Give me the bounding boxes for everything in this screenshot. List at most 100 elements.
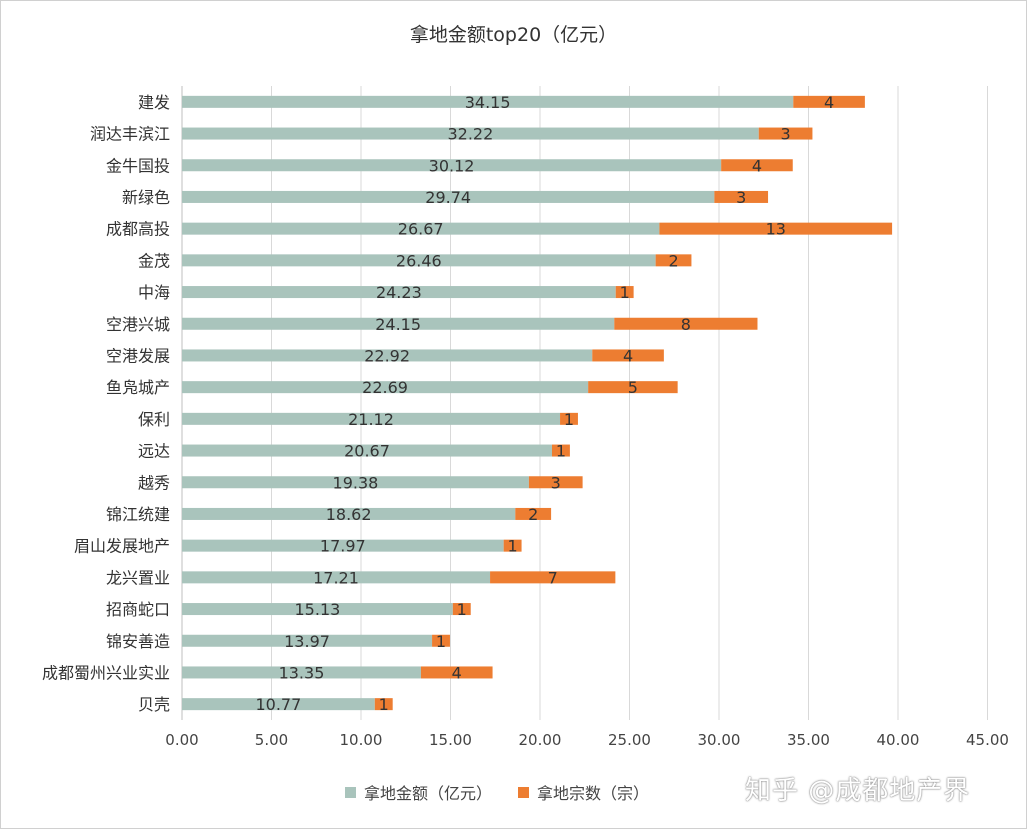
data-label-amount: 24.15 — [375, 315, 421, 334]
category-label: 龙兴置业 — [106, 568, 170, 587]
bar-count — [560, 412, 578, 425]
category-label: 空港兴城 — [106, 315, 170, 334]
data-label-count: 8 — [681, 315, 691, 334]
bar-amount — [182, 254, 656, 267]
bar-count — [714, 190, 769, 203]
bar-count — [615, 286, 634, 299]
bar-amount — [182, 381, 589, 394]
bar-amount — [182, 286, 616, 299]
bar-amount — [182, 666, 421, 679]
legend-swatch-count — [518, 786, 530, 798]
watermark: 知乎 @成都地产界 — [745, 776, 971, 806]
data-label-amount: 10.77 — [255, 695, 301, 714]
bar-count — [655, 254, 692, 267]
bar-amount — [182, 222, 660, 235]
x-tick-label: 20.00 — [519, 731, 562, 749]
category-label: 鱼凫城产 — [106, 378, 170, 397]
bar-count — [592, 349, 664, 362]
x-tick-label: 0.00 — [165, 731, 198, 749]
category-label: 保利 — [138, 410, 170, 429]
x-tick-label: 5.00 — [255, 731, 288, 749]
chart-title: 拿地金额top20（亿元） — [409, 24, 618, 46]
data-label-count: 1 — [620, 283, 630, 302]
bar-count — [659, 222, 893, 235]
data-label-amount: 21.12 — [348, 410, 394, 429]
bar-amount — [182, 412, 561, 425]
bar-amount — [182, 159, 722, 172]
data-label-amount: 34.15 — [465, 93, 511, 112]
data-label-amount: 17.97 — [320, 537, 366, 556]
legend-label-amount: 拿地金额（亿元） — [364, 784, 493, 803]
data-label-amount: 13.97 — [284, 632, 330, 651]
bar-amount — [182, 603, 453, 616]
bar-amount — [182, 634, 433, 647]
legend-swatch-amount — [345, 786, 356, 798]
bar-count — [721, 159, 793, 172]
data-label-amount: 18.62 — [326, 505, 372, 524]
data-label-amount: 19.38 — [333, 473, 379, 492]
bar-count — [503, 539, 522, 552]
data-label-amount: 15.13 — [295, 600, 341, 619]
category-label: 中海 — [138, 283, 170, 302]
category-label: 润达丰滨江 — [90, 125, 170, 144]
data-label-count: 3 — [780, 125, 790, 144]
bar-count — [614, 317, 758, 330]
data-label-count: 1 — [556, 442, 566, 461]
bar-count — [420, 666, 493, 679]
data-label-amount: 26.67 — [398, 220, 444, 239]
bar-amount — [182, 190, 715, 203]
bar-count — [793, 95, 865, 108]
category-label: 眉山发展地产 — [74, 537, 170, 556]
data-label-amount: 24.23 — [376, 283, 422, 302]
data-label-count: 7 — [548, 568, 558, 587]
category-label: 空港发展 — [106, 346, 170, 365]
data-label-count: 4 — [752, 156, 762, 175]
x-tick-label: 35.00 — [787, 731, 830, 749]
x-tick-label: 25.00 — [608, 731, 651, 749]
category-label: 金茂 — [138, 251, 170, 270]
bar-amount — [182, 507, 516, 520]
bar-amount — [182, 539, 504, 552]
category-label: 锦江统建 — [106, 505, 170, 524]
category-label: 新绿色 — [122, 188, 170, 207]
bar-amount — [182, 476, 529, 489]
bar-count — [528, 476, 583, 489]
legend-item-amount: 拿地金额（亿元） — [345, 780, 492, 804]
data-label-amount: 13.35 — [279, 663, 325, 682]
data-label-amount: 22.92 — [364, 346, 410, 365]
data-label-amount: 20.67 — [344, 442, 390, 461]
bar-count — [374, 698, 393, 711]
bar-amount — [182, 95, 794, 108]
data-label-amount: 26.46 — [396, 251, 442, 270]
bar-amount — [182, 127, 759, 140]
data-label-count: 2 — [528, 505, 538, 524]
legend: 拿地金额（亿元） 拿地宗数（宗） — [345, 780, 649, 804]
data-label-amount: 17.21 — [313, 568, 359, 587]
x-tick-label: 40.00 — [877, 731, 920, 749]
data-label-count: 2 — [668, 251, 678, 270]
category-label: 招商蛇口 — [106, 600, 170, 619]
category-label: 建发 — [138, 93, 170, 112]
data-label-count: 1 — [564, 410, 574, 429]
data-label-count: 1 — [379, 695, 389, 714]
category-label: 成都高投 — [106, 220, 170, 239]
category-label: 远达 — [138, 442, 170, 461]
data-label-count: 1 — [436, 632, 446, 651]
bar-count — [432, 634, 450, 647]
category-label: 贝壳 — [138, 695, 170, 714]
category-label: 金牛国投 — [106, 156, 170, 175]
data-label-count: 4 — [452, 663, 462, 682]
bar-amount — [182, 698, 375, 711]
x-tick-label: 15.00 — [429, 731, 472, 749]
bar-count — [452, 603, 471, 616]
legend-item-count: 拿地宗数（宗） — [518, 780, 649, 804]
data-label-count: 5 — [628, 378, 638, 397]
x-tick-label: 45.00 — [966, 731, 1009, 749]
bar-count — [758, 127, 813, 140]
bar-amount — [182, 444, 552, 457]
bar-amount — [182, 571, 491, 584]
x-tick-label: 10.00 — [340, 731, 383, 749]
data-label-amount: 32.22 — [447, 125, 493, 144]
bar-count — [551, 444, 570, 457]
